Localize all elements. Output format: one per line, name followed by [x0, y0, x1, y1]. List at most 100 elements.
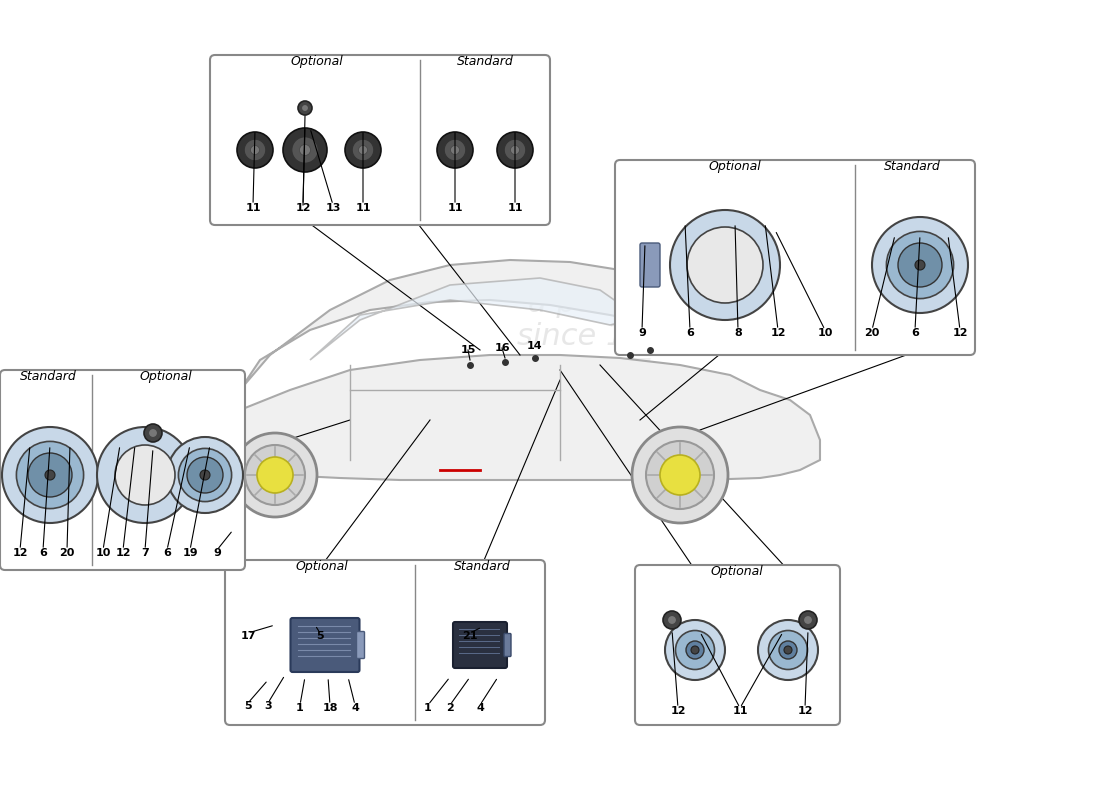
Circle shape: [666, 620, 725, 680]
Text: 20: 20: [865, 328, 880, 338]
Circle shape: [298, 101, 312, 115]
Text: Optional: Optional: [711, 565, 763, 578]
Text: 3: 3: [264, 701, 272, 711]
Circle shape: [444, 139, 465, 161]
Text: eu: eu: [443, 326, 657, 474]
Circle shape: [245, 445, 305, 505]
FancyBboxPatch shape: [453, 622, 507, 668]
Text: Optional: Optional: [708, 160, 761, 173]
Circle shape: [2, 427, 98, 523]
FancyBboxPatch shape: [210, 55, 550, 225]
Circle shape: [187, 457, 223, 493]
FancyBboxPatch shape: [290, 618, 360, 672]
FancyBboxPatch shape: [635, 565, 840, 725]
Text: 5: 5: [316, 631, 323, 641]
Circle shape: [352, 139, 374, 161]
Text: 8: 8: [734, 328, 741, 338]
Polygon shape: [150, 355, 820, 480]
Circle shape: [28, 453, 72, 497]
Circle shape: [45, 470, 55, 480]
Circle shape: [148, 429, 157, 438]
FancyBboxPatch shape: [615, 160, 975, 355]
Text: Standard: Standard: [456, 55, 514, 68]
Text: Optional: Optional: [290, 55, 343, 68]
FancyBboxPatch shape: [504, 634, 512, 657]
Circle shape: [686, 641, 704, 659]
Text: 12: 12: [670, 706, 685, 716]
Circle shape: [668, 615, 676, 625]
Text: 10: 10: [96, 548, 111, 558]
Circle shape: [779, 641, 798, 659]
Text: 11: 11: [355, 203, 371, 213]
Circle shape: [233, 433, 317, 517]
Circle shape: [451, 146, 460, 154]
Circle shape: [283, 128, 327, 172]
Circle shape: [758, 620, 818, 680]
Circle shape: [688, 227, 763, 303]
Circle shape: [345, 132, 381, 168]
Text: 10: 10: [817, 328, 833, 338]
Circle shape: [292, 137, 318, 163]
Text: 14: 14: [527, 341, 542, 351]
Circle shape: [16, 442, 84, 509]
Circle shape: [872, 217, 968, 313]
Text: Standard: Standard: [453, 560, 510, 573]
Circle shape: [660, 455, 700, 495]
Circle shape: [799, 611, 817, 629]
Circle shape: [116, 445, 175, 505]
FancyBboxPatch shape: [226, 560, 544, 725]
Text: 21: 21: [462, 631, 477, 641]
Text: Standard: Standard: [20, 370, 76, 383]
Text: 4: 4: [476, 703, 484, 713]
Circle shape: [898, 243, 942, 287]
Text: 12: 12: [116, 548, 131, 558]
Circle shape: [497, 132, 534, 168]
Circle shape: [257, 457, 293, 493]
Text: 6: 6: [686, 328, 694, 338]
Text: 9: 9: [638, 328, 646, 338]
Text: 18: 18: [322, 703, 338, 713]
Text: 19: 19: [183, 548, 198, 558]
Text: Optional: Optional: [296, 560, 349, 573]
Circle shape: [299, 145, 310, 155]
Circle shape: [200, 470, 210, 480]
Circle shape: [236, 132, 273, 168]
Text: 11: 11: [507, 203, 522, 213]
Circle shape: [691, 646, 698, 654]
Circle shape: [244, 139, 266, 161]
Text: 13: 13: [326, 203, 341, 213]
Text: 6: 6: [163, 548, 170, 558]
Circle shape: [670, 210, 780, 320]
Text: Optional: Optional: [140, 370, 192, 383]
Circle shape: [144, 424, 162, 442]
Circle shape: [784, 646, 792, 654]
Text: 9: 9: [213, 548, 221, 558]
Circle shape: [646, 441, 714, 509]
Circle shape: [437, 132, 473, 168]
Polygon shape: [240, 260, 720, 390]
Circle shape: [769, 630, 807, 670]
Text: 4: 4: [351, 703, 359, 713]
Circle shape: [167, 437, 243, 513]
Circle shape: [803, 615, 813, 625]
Circle shape: [915, 260, 925, 270]
Circle shape: [510, 146, 519, 154]
Circle shape: [504, 139, 526, 161]
Text: 17: 17: [240, 631, 255, 641]
Circle shape: [178, 448, 232, 502]
Circle shape: [359, 146, 367, 154]
Text: 12: 12: [798, 706, 813, 716]
Polygon shape: [310, 278, 640, 360]
Text: 12: 12: [770, 328, 785, 338]
Circle shape: [675, 630, 715, 670]
FancyBboxPatch shape: [0, 370, 245, 570]
Text: Standard: Standard: [883, 160, 940, 173]
FancyBboxPatch shape: [640, 243, 660, 287]
Text: 11: 11: [245, 203, 261, 213]
Text: 7: 7: [141, 548, 149, 558]
Text: 6: 6: [40, 548, 47, 558]
Text: 12: 12: [12, 548, 28, 558]
Circle shape: [97, 427, 192, 523]
Text: a passion
since 1985: a passion since 1985: [517, 289, 683, 351]
Text: 11: 11: [733, 706, 748, 716]
